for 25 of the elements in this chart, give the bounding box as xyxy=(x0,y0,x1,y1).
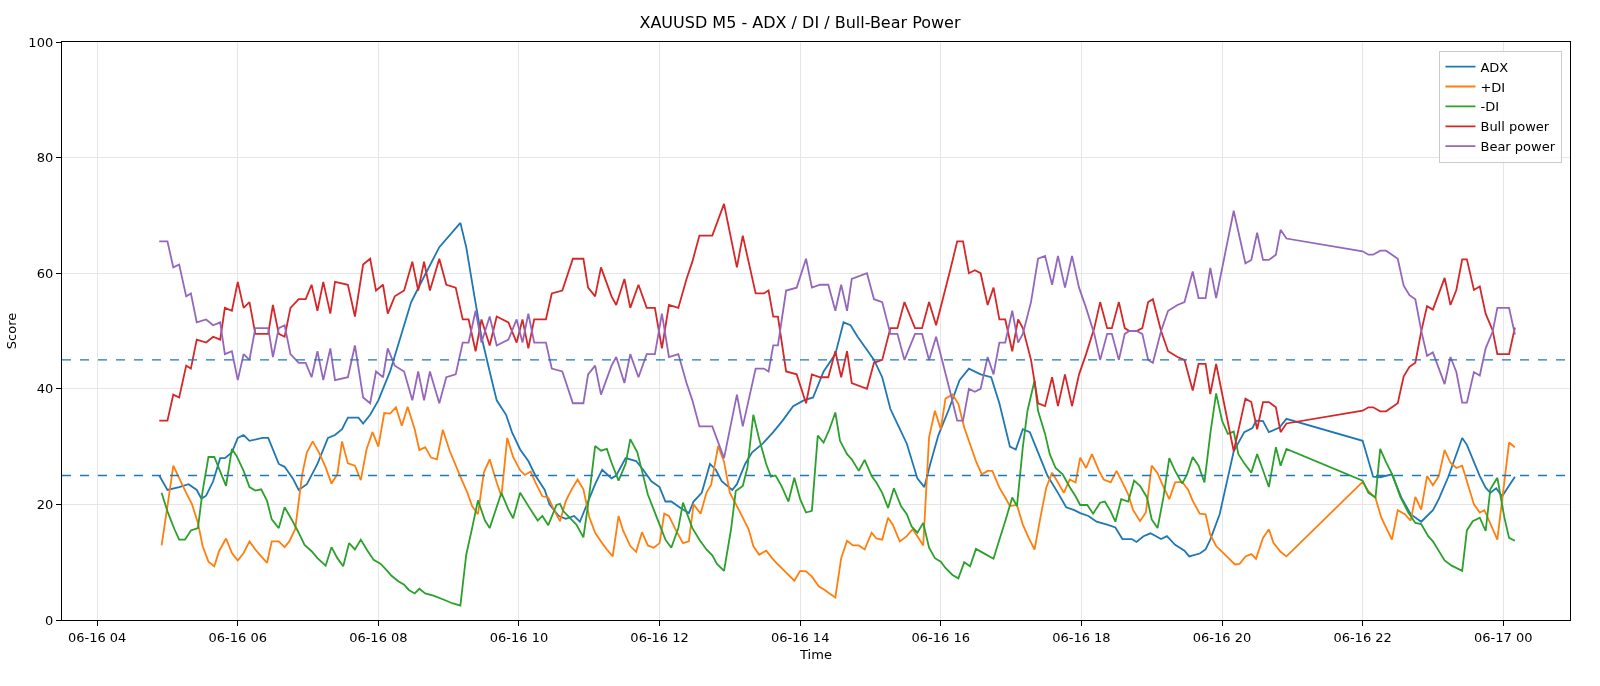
x-tick-label: 06-17 00 xyxy=(1473,629,1533,645)
x-tick-label: 06-16 16 xyxy=(911,629,971,645)
x-tick-label: 06-16 12 xyxy=(630,629,689,645)
y-tick-label: 0 xyxy=(44,612,54,628)
chart-title: XAUUSD M5 - ADX / DI / Bull-Bear Power xyxy=(639,13,961,33)
legend-label: ADX xyxy=(1480,59,1509,75)
y-tick-label: 40 xyxy=(36,381,54,397)
x-tick-label: 06-16 14 xyxy=(770,629,830,645)
y-tick-label: 60 xyxy=(36,265,54,281)
x-tick-label: 06-16 22 xyxy=(1333,629,1392,645)
x-axis-title: Time xyxy=(799,647,832,663)
x-tick-label: 06-16 06 xyxy=(208,629,267,645)
legend-label: -DI xyxy=(1480,99,1500,115)
x-tick-label: 06-16 10 xyxy=(489,629,549,645)
legend-label: +DI xyxy=(1480,79,1506,95)
y-tick-label: 20 xyxy=(36,496,54,512)
y-axis-title: Score xyxy=(4,312,20,350)
x-tick-label: 06-16 18 xyxy=(1052,629,1111,645)
x-tick-label: 06-16 20 xyxy=(1192,629,1252,645)
legend-label: Bull power xyxy=(1480,119,1550,135)
legend-label: Bear power xyxy=(1480,139,1556,155)
y-tick-label: 80 xyxy=(36,150,54,166)
x-tick-label: 06-16 08 xyxy=(349,629,408,645)
y-tick-label: 100 xyxy=(28,34,54,50)
x-tick-label: 06-16 04 xyxy=(67,629,127,645)
